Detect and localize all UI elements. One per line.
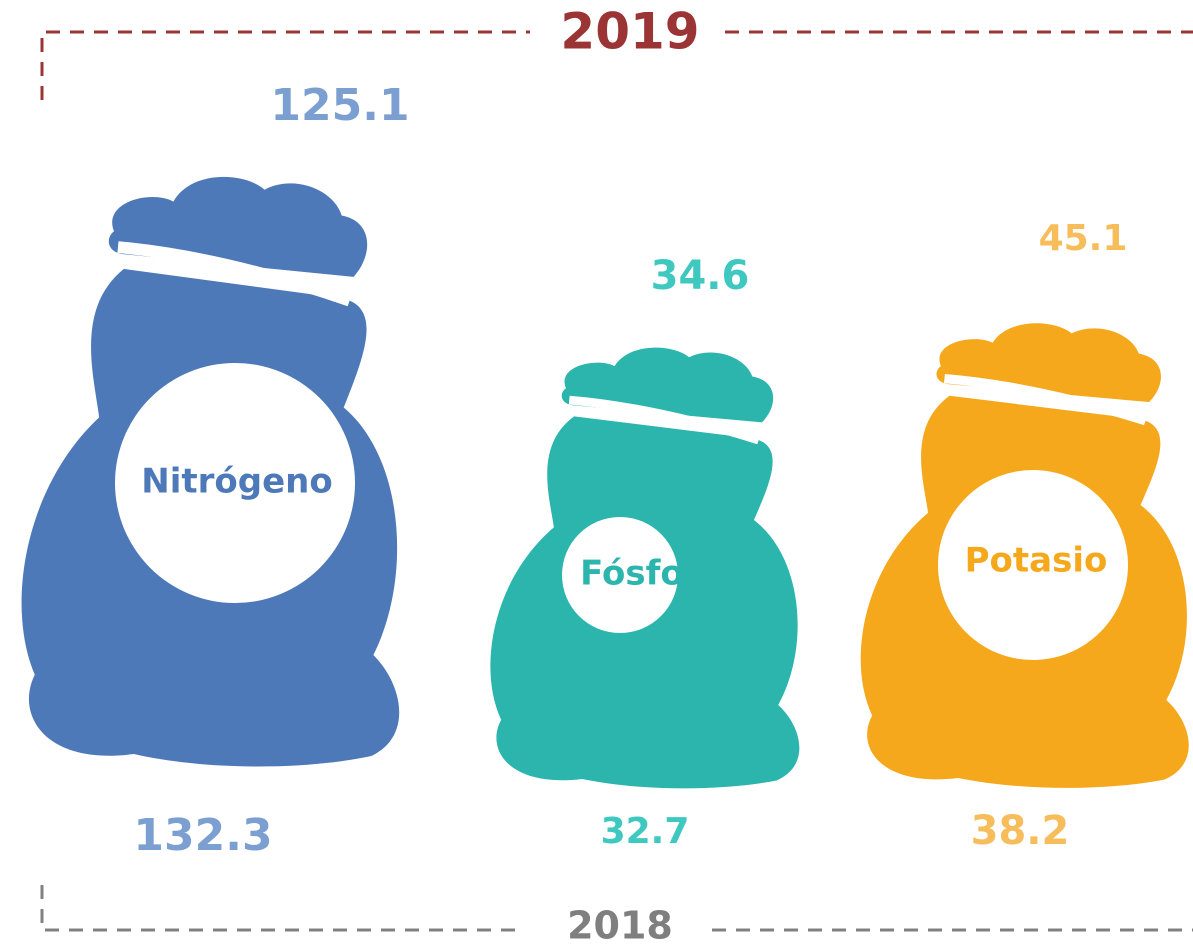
item-label: Potasio [965,541,1108,581]
sack-nitrogen: Nitrógeno 125.1 132.3 [22,80,410,861]
item-label: Nitrógeno [141,462,332,502]
infographic: 2019 2018 Nitrógeno 125.1 132.3 Fósforo … [0,0,1193,950]
item-label: Fósforo [580,554,724,594]
sack-potassium: Potasio 45.1 38.2 [861,218,1189,854]
value-2018: 32.7 [601,811,690,852]
year-top: 2019 [560,3,699,61]
year-bottom: 2018 [567,904,673,948]
value-2019: 34.6 [651,253,750,299]
value-2019: 45.1 [1039,218,1128,259]
value-2018: 38.2 [971,808,1070,854]
value-2018: 132.3 [133,810,272,861]
value-2019: 125.1 [270,80,409,131]
sack-phosphorus: Fósforo 34.6 32.7 [490,253,799,852]
